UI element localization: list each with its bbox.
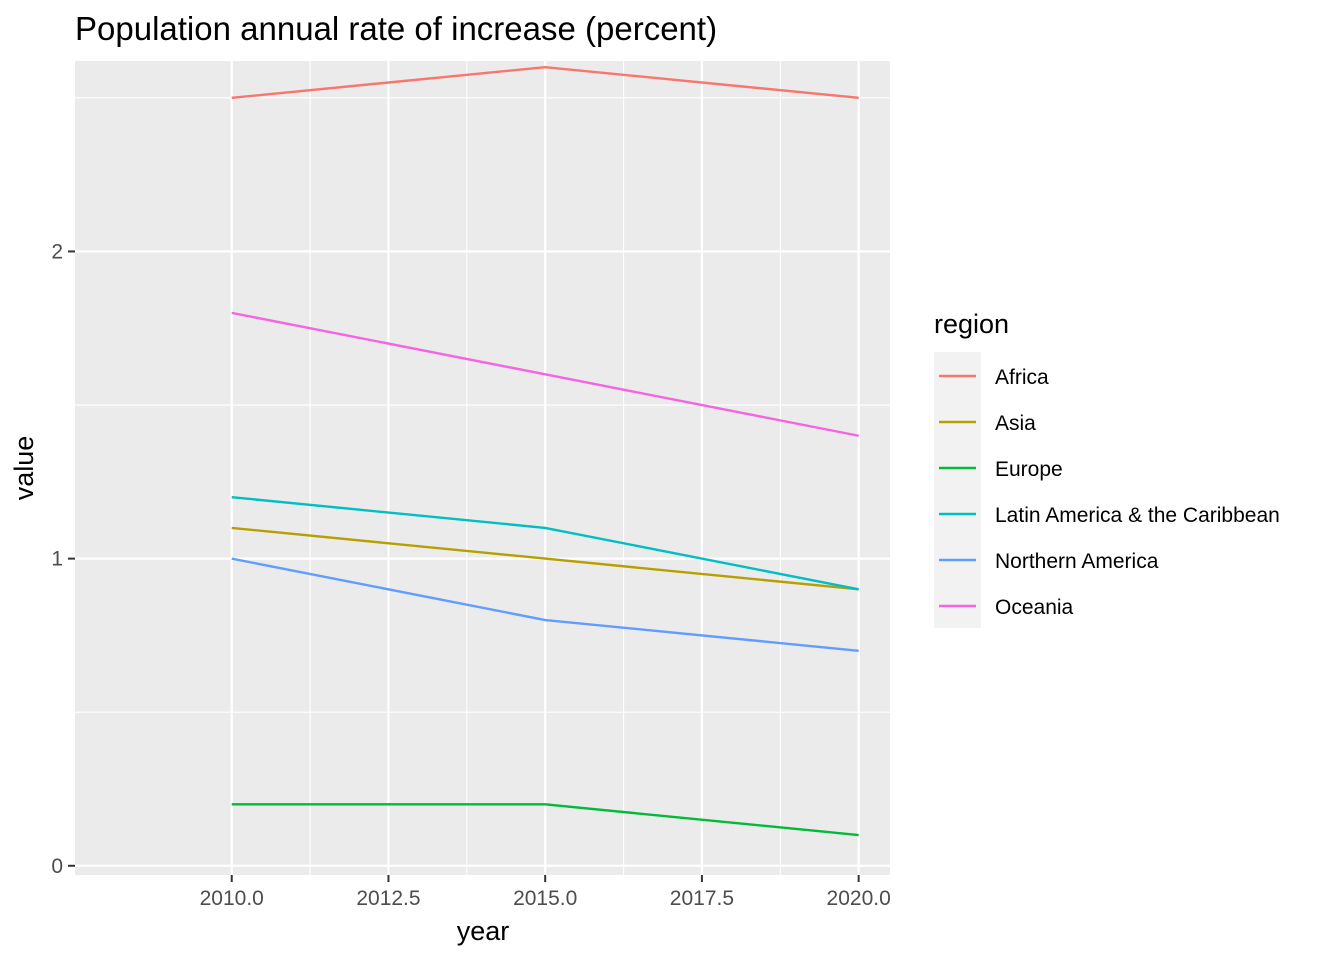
y-axis: 0 1 2	[51, 240, 75, 878]
series-line-northern-america	[231, 557, 859, 652]
series-line-africa	[231, 65, 859, 100]
major-gridlines	[75, 61, 890, 875]
x-axis-title: year	[457, 916, 510, 946]
legend-label: Latin America & the Caribbean	[995, 504, 1280, 527]
x-tick-label: 2017.5	[670, 887, 734, 910]
plot-panel	[75, 61, 890, 875]
legend-label: Oceania	[995, 596, 1074, 619]
legend-title: region	[934, 309, 1009, 339]
y-axis-title: value	[9, 436, 39, 501]
x-axis: 2010.0 2012.5 2015.0 2017.5 2020.0	[200, 875, 891, 910]
legend-label: Northern America	[995, 550, 1159, 573]
series-line-oceania	[231, 311, 859, 437]
y-tick-label: 0	[51, 855, 63, 878]
x-tick-label: 2020.0	[827, 887, 891, 910]
legend: region Africa Asia Europe Latin America & t…	[934, 309, 1280, 628]
x-tick-label: 2012.5	[356, 887, 420, 910]
series-lines	[231, 65, 859, 837]
series-line-latin-america-the-caribbean	[231, 495, 859, 591]
series-line-europe	[231, 803, 859, 837]
y-tick-label: 1	[51, 548, 63, 571]
legend-label: Asia	[995, 412, 1036, 435]
series-line-asia	[231, 526, 859, 591]
x-tick-label: 2015.0	[513, 887, 577, 910]
legend-key-background	[934, 352, 981, 628]
chart-title: Population annual rate of increase (perc…	[75, 10, 717, 47]
legend-label: Europe	[995, 458, 1063, 481]
minor-gridlines	[75, 61, 890, 875]
legend-label: Africa	[995, 366, 1049, 389]
y-tick-label: 2	[51, 240, 63, 263]
x-tick-label: 2010.0	[200, 887, 264, 910]
